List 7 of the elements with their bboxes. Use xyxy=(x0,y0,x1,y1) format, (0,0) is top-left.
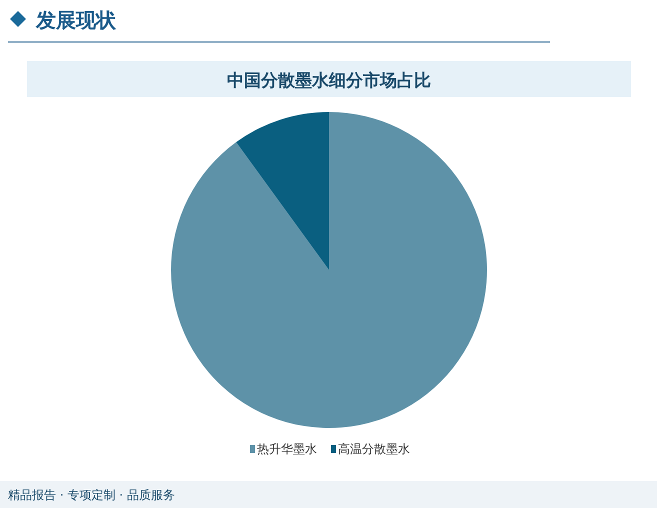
pie-slice xyxy=(171,112,487,428)
text: 精品报告 · 专项定制 · 品质服务 xyxy=(8,488,175,502)
text: 发展现状 xyxy=(35,8,117,32)
legend-label: 高温分散墨水 xyxy=(338,442,410,456)
pie-slice xyxy=(236,112,329,270)
legend-label: 热升华墨水 xyxy=(257,442,317,456)
chart-title: 中国分散墨水细分市场占比 xyxy=(227,71,431,91)
